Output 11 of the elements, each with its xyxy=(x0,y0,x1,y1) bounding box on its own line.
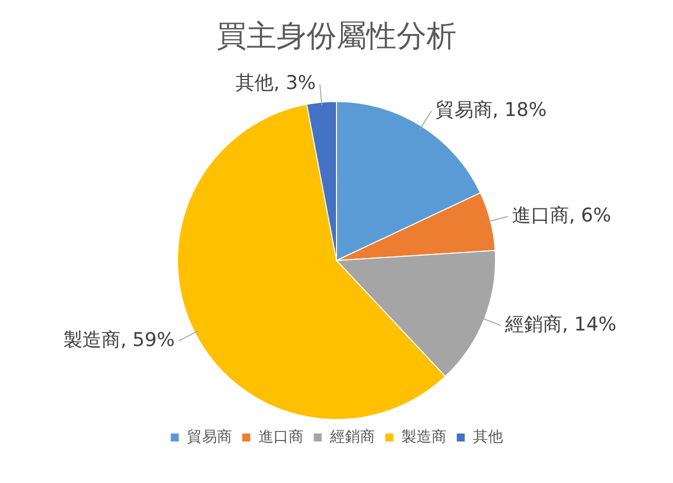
legend-label: 經銷商 xyxy=(328,427,375,446)
data-label: 製造商, 59% xyxy=(63,328,175,351)
data-label: 其他, 3% xyxy=(236,72,316,94)
legend-label: 其他 xyxy=(472,427,503,446)
data-label: 經銷商, 14% xyxy=(504,314,616,336)
data-label: 進口商, 6% xyxy=(512,204,612,226)
legend-label: 進口商 xyxy=(258,427,304,446)
legend-label: 製造商 xyxy=(401,427,446,446)
legend-label: 貿易商 xyxy=(186,427,232,446)
data-label: 貿易商, 18% xyxy=(435,98,547,121)
chart-title: 買主身份屬性分析 xyxy=(216,18,456,54)
